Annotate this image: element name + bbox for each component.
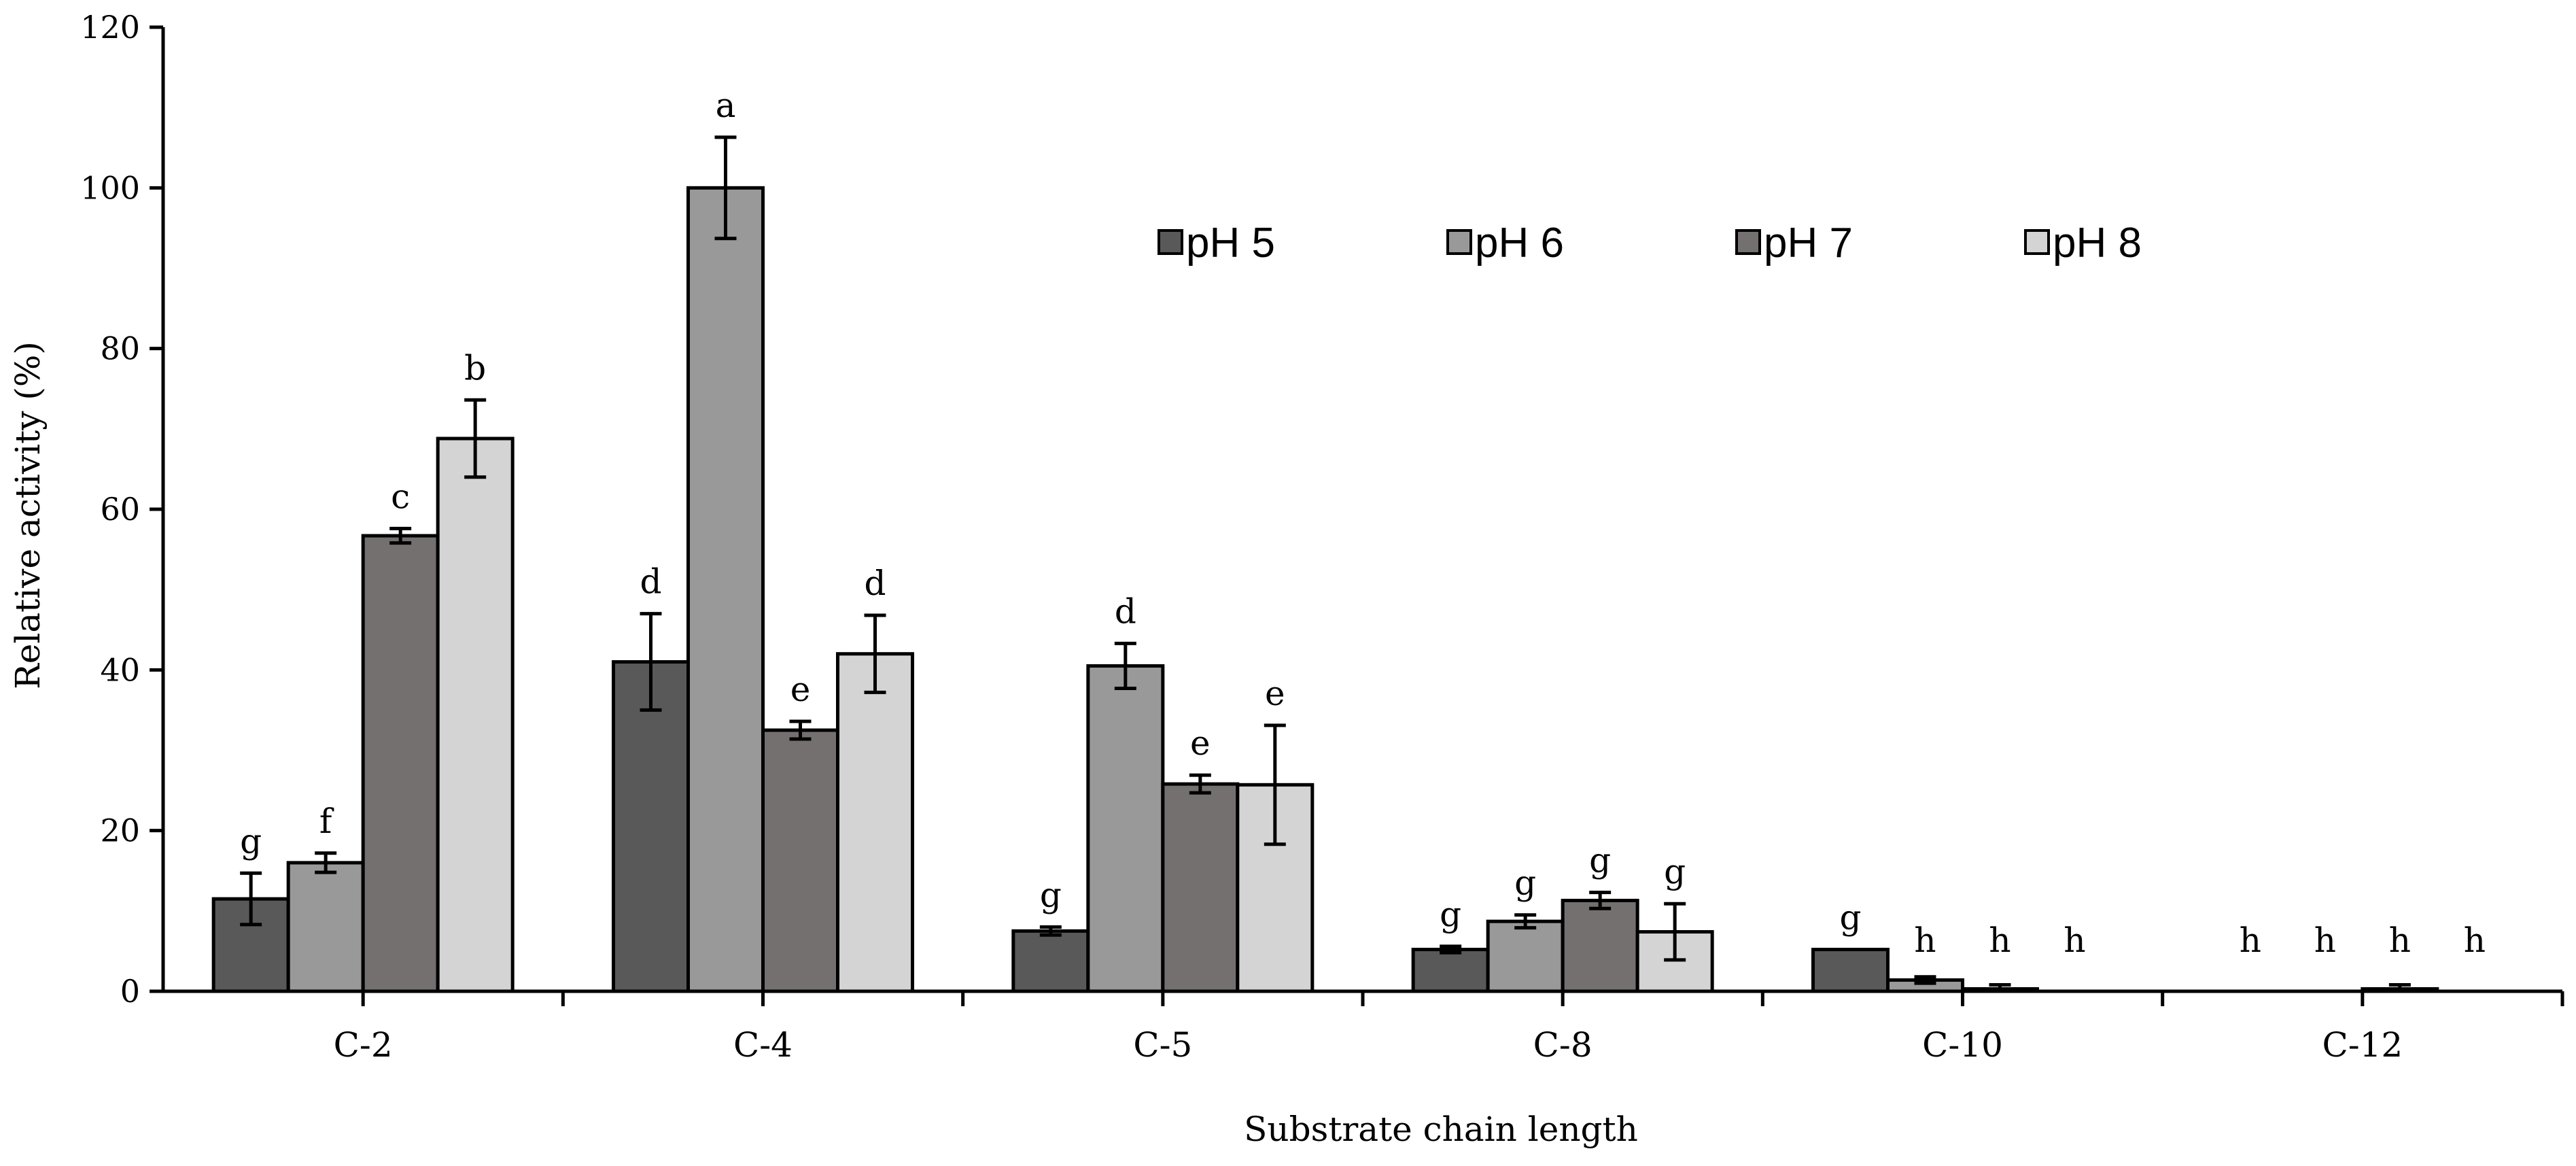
significance-label: d (640, 562, 661, 602)
significance-label: f (319, 802, 334, 841)
significance-label: c (391, 477, 410, 516)
significance-label: d (1115, 591, 1136, 631)
legend-label-ph5: pH 5 (1186, 220, 1275, 267)
y-tick-label: 100 (80, 169, 140, 206)
legend-label-ph7: pH 7 (1764, 220, 1853, 267)
legend-swatch-ph5 (1158, 229, 1183, 255)
category-label: C-8 (1533, 1025, 1592, 1065)
significance-label: h (1989, 921, 2011, 960)
bar-ph5-c-8 (1411, 948, 1490, 993)
significance-label: d (864, 564, 886, 603)
bar-ph6-c-5 (1086, 664, 1165, 993)
significance-label: e (790, 670, 811, 709)
bar-ph6-c-8 (1486, 919, 1565, 993)
y-tick-label: 80 (100, 330, 140, 367)
significance-label: h (2464, 921, 2486, 960)
legend-swatch-ph8 (2024, 229, 2050, 255)
significance-label: g (240, 821, 262, 861)
y-axis-title: Relative activity (%) (8, 341, 48, 689)
bar-ph7-c-4 (761, 728, 839, 993)
bar-ph5-c-5 (1011, 929, 1090, 993)
legend-swatch-ph7 (1735, 229, 1761, 255)
bar-ph6-c-2 (286, 861, 365, 993)
bar-ph7-c-5 (1161, 782, 1240, 993)
category-label: C-12 (2322, 1025, 2403, 1065)
significance-label: h (2240, 921, 2261, 960)
y-tick-label: 120 (80, 9, 140, 46)
significance-label: h (2064, 921, 2085, 960)
bar-ph8-c-2 (436, 436, 515, 993)
significance-label: g (1664, 852, 1686, 891)
y-tick-label: 20 (100, 812, 140, 849)
bar-ph6-c-4 (686, 186, 765, 993)
category-label: C-5 (1133, 1025, 1192, 1065)
significance-label: a (716, 86, 736, 125)
x-axis-title: Substrate chain length (1244, 1110, 1638, 1149)
significance-label: h (1914, 921, 1936, 960)
significance-label: g (1589, 841, 1611, 880)
y-tick-label: 60 (100, 491, 140, 528)
significance-label: g (1514, 863, 1536, 903)
category-label: C-2 (334, 1025, 393, 1065)
bar-ph5-c-10 (1811, 948, 1890, 993)
significance-label: h (2314, 921, 2336, 960)
bar-ph5-c-4 (612, 660, 690, 993)
significance-label: b (464, 348, 486, 388)
legend-swatch-ph6 (1446, 229, 1472, 255)
bar-ph8-c-4 (836, 652, 914, 993)
bar-ph7-c-8 (1561, 898, 1639, 993)
legend-label-ph8: pH 8 (2053, 220, 2142, 267)
significance-label: g (1839, 898, 1861, 938)
significance-label: g (1440, 895, 1461, 934)
category-label: C-10 (1922, 1025, 2003, 1065)
significance-label: e (1265, 674, 1285, 713)
significance-label: g (1040, 875, 1062, 914)
significance-label: e (1190, 723, 1211, 763)
y-tick-label: 0 (120, 973, 140, 1010)
category-label: C-4 (733, 1025, 793, 1065)
legend-label-ph6: pH 6 (1475, 220, 1564, 267)
bar-ph7-c-2 (361, 534, 440, 993)
significance-label: h (2389, 921, 2411, 960)
y-tick-label: 40 (100, 651, 140, 688)
